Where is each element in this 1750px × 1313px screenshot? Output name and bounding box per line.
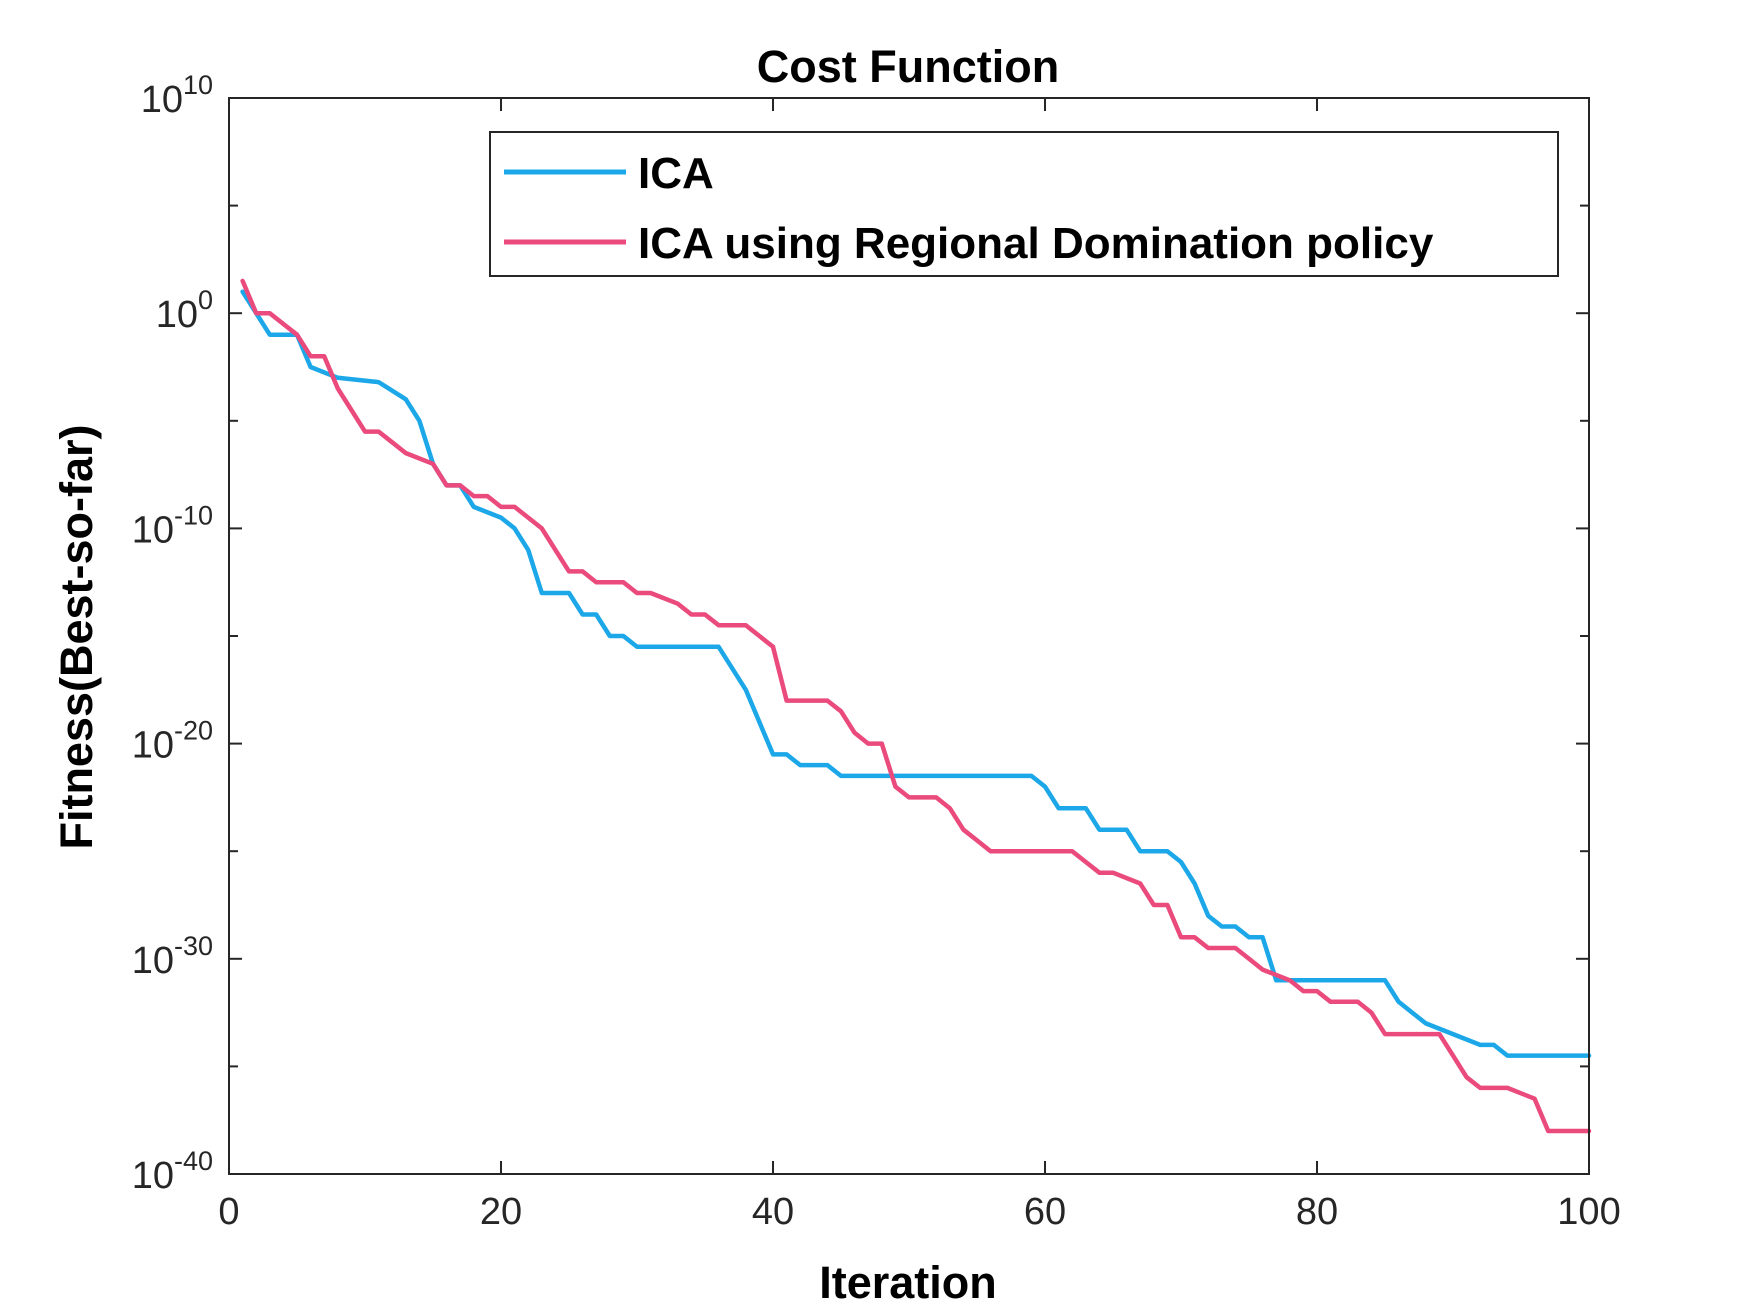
chart-title: Cost Function (757, 41, 1059, 92)
series-line-0 (240, 289, 1592, 1058)
y-tick-label: 1010 (141, 70, 213, 121)
y-axis-label: Fitness(Best-so-far) (51, 424, 102, 849)
x-tick-label: 40 (752, 1191, 794, 1233)
x-tick-label: 0 (218, 1191, 239, 1233)
x-tick-label: 60 (1024, 1191, 1066, 1233)
legend-box (489, 131, 1559, 277)
series-line-1 (240, 278, 1592, 1134)
x-axis-label: Iteration (819, 1257, 997, 1308)
plot-area (240, 278, 1592, 1134)
x-tick-label: 20 (480, 1191, 522, 1233)
y-tick-label: 10-40 (132, 1146, 213, 1197)
legend-label-0: ICA (638, 149, 714, 198)
legend: ICA ICA using Regional Domination policy (489, 131, 1559, 277)
x-tick-label: 80 (1296, 1191, 1338, 1233)
y-tick-label: 10-20 (132, 716, 213, 767)
axes: 0 20 40 60 80 100 1010 100 10-10 10-20 10-30 10-40 (132, 70, 1621, 1233)
x-tick-label: 100 (1557, 1191, 1620, 1233)
y-tick-label: 10-10 (132, 500, 213, 551)
y-tick-label: 100 (156, 285, 213, 336)
legend-label-1: ICA using Regional Domination policy (638, 219, 1434, 268)
y-tick-label: 10-30 (132, 931, 213, 982)
